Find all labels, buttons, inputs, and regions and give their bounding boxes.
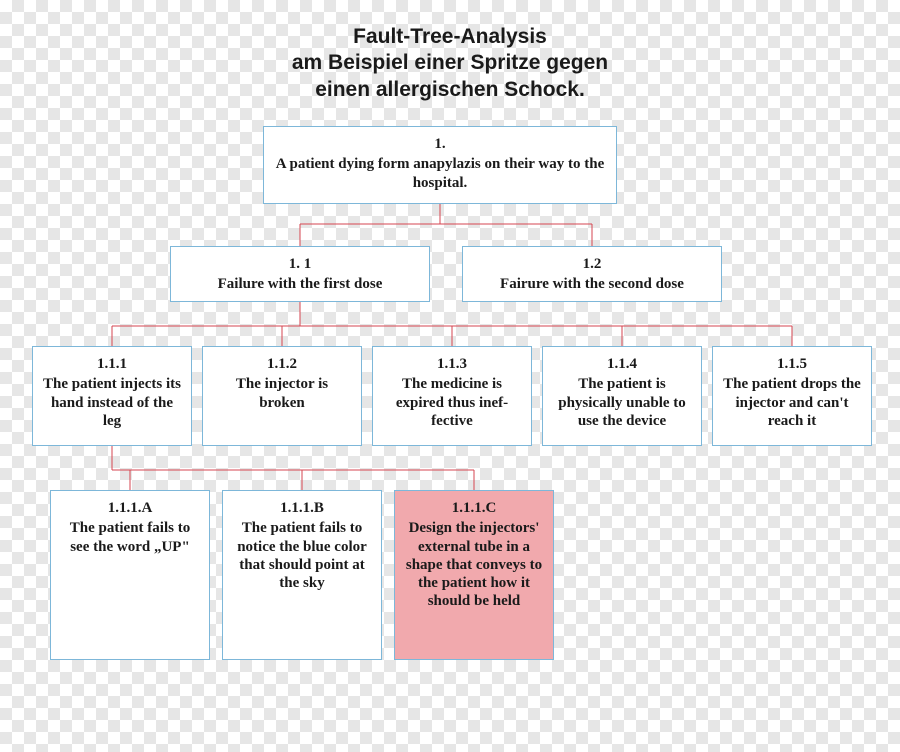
node-text: A patient dying form anapylazis on their… [274, 155, 606, 192]
node-index: 1.1.1.C [405, 499, 543, 517]
node-index: 1. [274, 135, 606, 153]
node-text: The injector is broken [213, 375, 351, 412]
node-text: Fairure with the second dose [473, 275, 711, 293]
node-index: 1.1.2 [213, 355, 351, 373]
node-index: 1.1.1 [43, 355, 181, 373]
node-index: 1.2 [473, 255, 711, 273]
title-line: einen allergischen Schock. [0, 77, 900, 103]
diagram-title: Fault-Tree-Analysisam Beispiel einer Spr… [0, 24, 900, 103]
node-text: The patient fails to notice the blue col… [233, 519, 371, 592]
node-index: 1.1.1.A [61, 499, 199, 517]
title-line: Fault-Tree-Analysis [0, 24, 900, 50]
tree-node-n114: 1.1.4 The patient is physically unable to… [542, 346, 702, 446]
tree-node-n113: 1.1.3 The medicine is expired thus inef­f… [372, 346, 532, 446]
tree-node-n112: 1.1.2 The injector is broken [202, 346, 362, 446]
node-index: 1.1.3 [383, 355, 521, 373]
tree-node-n111A: 1.1.1.A The patient fails to see the word… [50, 490, 210, 660]
node-text: Failure with the first dose [181, 275, 419, 293]
title-line: am Beispiel einer Spritze gegen [0, 50, 900, 76]
node-index: 1.1.1.B [233, 499, 371, 517]
node-text: Design the injec­tors' external tube in … [405, 519, 543, 610]
node-index: 1. 1 [181, 255, 419, 273]
node-index: 1.1.4 [553, 355, 691, 373]
node-text: The patient is physically unable to use … [553, 375, 691, 430]
tree-node-n11: 1. 1 Failure with the first dose [170, 246, 430, 302]
tree-node-n111: 1.1.1 The patient injects its hand instea… [32, 346, 192, 446]
tree-node-n111B: 1.1.1.B The patient fails to notice the b… [222, 490, 382, 660]
node-index: 1.1.5 [723, 355, 861, 373]
tree-node-n12: 1.2 Fairure with the second dose [462, 246, 722, 302]
node-text: The patient injects its hand instead of … [43, 375, 181, 430]
node-text: The medicine is expired thus inef­fectiv… [383, 375, 521, 430]
tree-node-n115: 1.1.5 The patient drops the injector and … [712, 346, 872, 446]
node-text: The patient fails to see the word „UP" [61, 519, 199, 556]
node-text: The patient drops the injector and can't… [723, 375, 861, 430]
tree-node-n1: 1. A patient dying form anapylazis on the… [263, 126, 617, 204]
tree-node-n111C: 1.1.1.C Design the injec­tors' external t… [394, 490, 554, 660]
